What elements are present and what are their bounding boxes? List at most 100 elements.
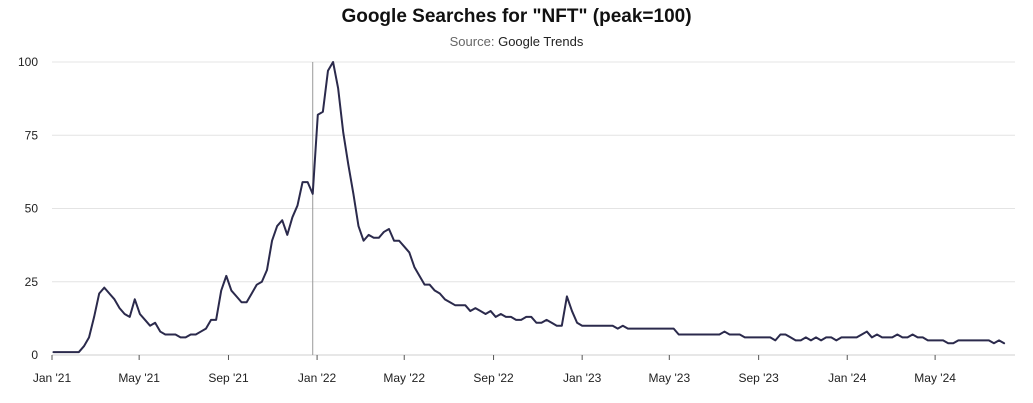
grid-lines bbox=[52, 61, 1015, 356]
series-line bbox=[52, 61, 1006, 354]
data-point bbox=[434, 290, 436, 292]
data-point bbox=[505, 316, 507, 318]
data-point bbox=[251, 292, 253, 294]
data-point bbox=[912, 333, 914, 335]
data-point bbox=[124, 313, 126, 315]
data-point bbox=[662, 328, 664, 330]
x-tick-label: Sep '21 bbox=[208, 371, 249, 385]
data-point bbox=[241, 301, 243, 303]
data-point bbox=[546, 319, 548, 321]
data-point bbox=[886, 336, 888, 338]
data-point bbox=[373, 237, 375, 239]
data-point bbox=[596, 325, 598, 327]
data-point bbox=[932, 339, 934, 341]
data-point bbox=[795, 339, 797, 341]
data-point bbox=[495, 316, 497, 318]
data-point bbox=[581, 325, 583, 327]
chart-subtitle: Source: Google Trends bbox=[0, 34, 1033, 49]
data-point bbox=[881, 336, 883, 338]
data-point bbox=[968, 339, 970, 341]
y-tick-label: 0 bbox=[31, 348, 38, 362]
data-point bbox=[180, 336, 182, 338]
data-point bbox=[296, 205, 298, 207]
data-point bbox=[576, 322, 578, 324]
data-point bbox=[149, 325, 151, 327]
data-point bbox=[449, 301, 451, 303]
data-point bbox=[825, 336, 827, 338]
data-point bbox=[739, 333, 741, 335]
data-point bbox=[108, 292, 110, 294]
data-point bbox=[937, 339, 939, 341]
data-point bbox=[174, 333, 176, 335]
data-point bbox=[276, 225, 278, 227]
data-point bbox=[286, 234, 288, 236]
data-point bbox=[856, 336, 858, 338]
x-tick-label: May '22 bbox=[383, 371, 425, 385]
data-point bbox=[515, 319, 517, 321]
data-point bbox=[129, 316, 131, 318]
data-point bbox=[601, 325, 603, 327]
data-point bbox=[591, 325, 593, 327]
data-point bbox=[957, 339, 959, 341]
x-tick-label: Sep '23 bbox=[738, 371, 779, 385]
data-point bbox=[708, 333, 710, 335]
data-point bbox=[469, 310, 471, 312]
data-point bbox=[332, 61, 334, 63]
data-point bbox=[907, 336, 909, 338]
data-point bbox=[164, 333, 166, 335]
chart-title: Google Searches for "NFT" (peak=100) bbox=[341, 6, 692, 27]
data-point bbox=[744, 336, 746, 338]
data-point bbox=[673, 328, 675, 330]
data-point bbox=[357, 225, 359, 227]
data-point bbox=[973, 339, 975, 341]
data-point bbox=[891, 336, 893, 338]
data-point bbox=[718, 333, 720, 335]
data-point bbox=[535, 322, 537, 324]
data-point bbox=[983, 339, 985, 341]
data-point bbox=[307, 181, 309, 183]
data-point bbox=[302, 181, 304, 183]
data-point bbox=[530, 316, 532, 318]
data-point bbox=[815, 336, 817, 338]
data-point bbox=[637, 328, 639, 330]
data-point bbox=[266, 269, 268, 271]
series-points bbox=[52, 61, 1005, 353]
data-point bbox=[464, 304, 466, 306]
data-point bbox=[429, 284, 431, 286]
data-point bbox=[657, 328, 659, 330]
data-point bbox=[342, 131, 344, 133]
x-tick-label: Jan '22 bbox=[298, 371, 337, 385]
data-point bbox=[195, 333, 197, 335]
y-tick-label: 100 bbox=[18, 55, 38, 69]
x-tick-label: Jan '23 bbox=[563, 371, 602, 385]
data-point bbox=[337, 87, 339, 89]
data-point bbox=[779, 333, 781, 335]
data-point bbox=[327, 70, 329, 72]
data-point bbox=[525, 316, 527, 318]
data-point bbox=[103, 287, 105, 289]
data-point bbox=[500, 313, 502, 315]
x-tick-label: May '21 bbox=[118, 371, 160, 385]
data-point bbox=[418, 275, 420, 277]
data-point bbox=[998, 339, 1000, 341]
data-point bbox=[835, 339, 837, 341]
y-tick-label: 25 bbox=[25, 275, 39, 289]
data-point bbox=[962, 339, 964, 341]
data-point bbox=[169, 333, 171, 335]
data-point bbox=[774, 339, 776, 341]
data-point bbox=[947, 342, 949, 344]
data-point bbox=[230, 290, 232, 292]
data-point bbox=[627, 328, 629, 330]
data-point bbox=[678, 333, 680, 335]
data-point bbox=[754, 336, 756, 338]
y-tick-label: 75 bbox=[25, 128, 39, 142]
data-point bbox=[896, 333, 898, 335]
data-point bbox=[540, 322, 542, 324]
data-point bbox=[424, 284, 426, 286]
data-point bbox=[922, 336, 924, 338]
data-point bbox=[668, 328, 670, 330]
data-point bbox=[363, 240, 365, 242]
data-point bbox=[408, 251, 410, 253]
data-point bbox=[566, 295, 568, 297]
